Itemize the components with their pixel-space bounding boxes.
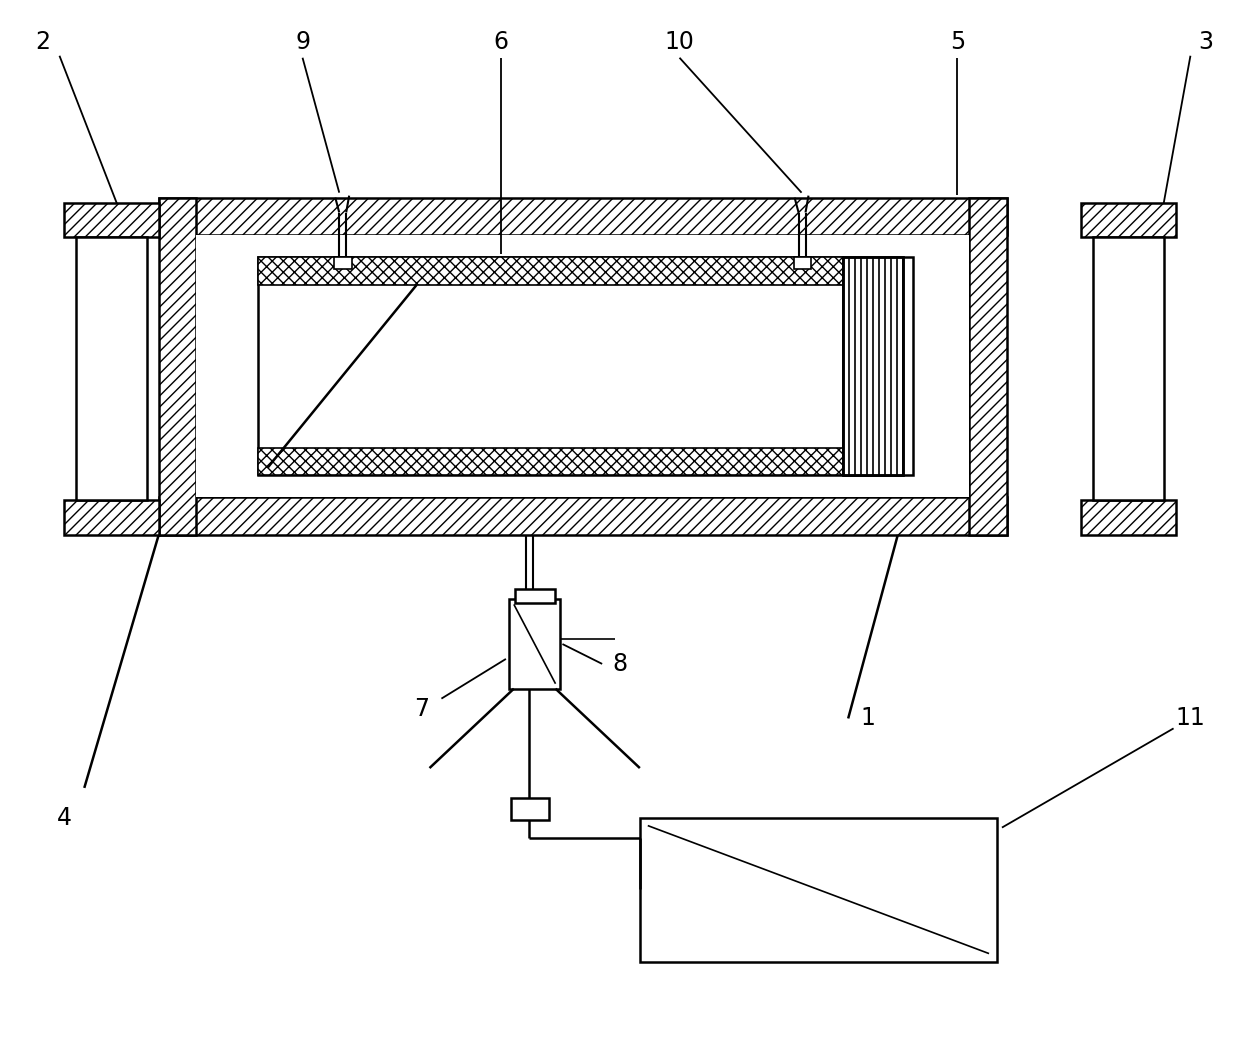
Bar: [843, 257, 903, 475]
Bar: [196, 235, 970, 497]
Bar: [159, 198, 1007, 235]
Bar: [1081, 500, 1176, 535]
Text: 11: 11: [1176, 706, 1205, 730]
Bar: [159, 497, 1007, 535]
Text: 5: 5: [950, 29, 965, 54]
Bar: [64, 203, 159, 238]
Text: 8: 8: [613, 652, 627, 676]
Bar: [1094, 238, 1163, 500]
Text: 4: 4: [57, 806, 72, 829]
Bar: [511, 798, 548, 820]
Bar: [508, 599, 560, 688]
Bar: [258, 257, 843, 285]
Text: 2: 2: [35, 29, 50, 54]
Bar: [258, 257, 913, 475]
Bar: [515, 590, 554, 603]
Bar: [640, 818, 997, 962]
Text: 6: 6: [494, 29, 508, 54]
Bar: [159, 198, 196, 535]
Bar: [258, 448, 843, 475]
Bar: [794, 257, 811, 269]
Bar: [335, 257, 352, 269]
Text: 7: 7: [414, 697, 429, 721]
Text: 3: 3: [1198, 29, 1213, 54]
Bar: [1081, 203, 1176, 238]
Text: 1: 1: [861, 706, 875, 730]
Bar: [77, 238, 146, 500]
Bar: [970, 198, 1007, 535]
Text: 10: 10: [665, 29, 694, 54]
Bar: [843, 257, 903, 475]
Text: 9: 9: [295, 29, 310, 54]
Bar: [64, 500, 159, 535]
